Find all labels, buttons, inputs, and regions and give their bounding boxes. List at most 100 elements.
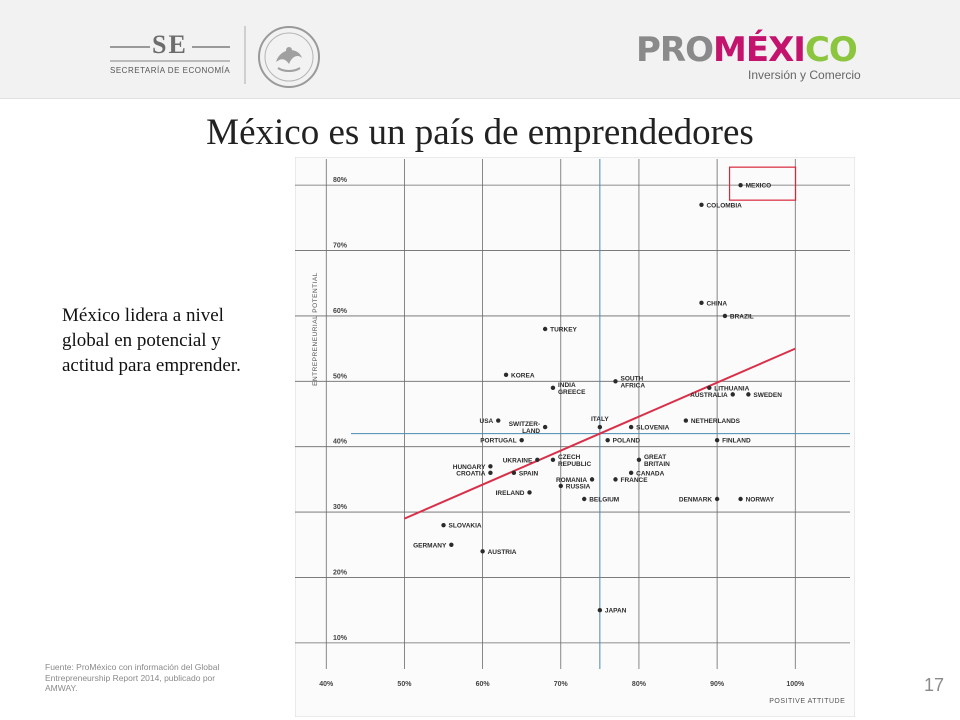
trend-line (404, 347, 796, 520)
data-point (496, 418, 501, 423)
data-point (605, 437, 610, 443)
page-number: 17 (923, 675, 944, 695)
data-point (527, 490, 532, 495)
point-label: SOUTH AFRICA (620, 375, 645, 389)
point-label: FINLAND (722, 438, 751, 445)
data-point (535, 457, 540, 462)
point-label: USA (480, 418, 494, 425)
point-label: LITHUANIA (714, 385, 749, 392)
point-label: AUSTRALIA (690, 392, 728, 399)
point-label: JAPAN (605, 608, 627, 615)
y-tick-label: 60% (333, 308, 348, 315)
data-point (707, 385, 712, 391)
point-label: INDIA GREECE (558, 382, 586, 396)
x-tick-label: 100% (786, 681, 805, 688)
data-point (558, 483, 563, 489)
promexico-logo: PROMÉXICO Inversión y Comercio (636, 30, 861, 88)
point-label: PORTUGAL (480, 438, 517, 445)
data-point (582, 496, 587, 502)
point-label: COLOMBIA (706, 202, 742, 209)
data-point (589, 477, 595, 482)
data-point (628, 424, 634, 430)
data-point (519, 437, 524, 443)
data-point (683, 418, 689, 423)
point-label-line: GREAT (644, 454, 666, 461)
promexico-wordmark-co: CO (804, 30, 858, 70)
logo-rule (110, 46, 150, 48)
data-point (488, 470, 493, 476)
point-label: KOREA (511, 372, 535, 379)
point-label: SWEDEN (753, 392, 782, 399)
point-label: SWITZER-LAND (509, 421, 541, 435)
data-point (738, 496, 743, 502)
point-label: SPAIN (519, 470, 539, 477)
y-tick-label: 20% (333, 569, 348, 576)
promexico-wordmark-pro: PRO (636, 30, 714, 70)
logo-rule (110, 60, 230, 62)
se-logo: SE SECRETARÍA DE ECONOMÍA (104, 30, 234, 86)
y-tick-label: 10% (333, 635, 348, 642)
y-tick-label: 30% (333, 504, 348, 511)
point-label: GREAT BRITAIN (644, 454, 670, 468)
y-tick-label: 80% (333, 177, 348, 184)
data-point (511, 470, 517, 476)
slide-title: México es un país de emprendedores (206, 112, 754, 153)
point-label: CROATIA (456, 470, 485, 477)
data-point (628, 470, 634, 476)
data-point (714, 437, 720, 443)
header-band: SE SECRETARÍA DE ECONOMÍA PROMÉXICO Inve… (0, 0, 960, 99)
data-point (480, 549, 485, 554)
point-label: NORWAY (746, 497, 775, 504)
scatter-chart: 10% 20% 30% 40% 50% 60% 70% 80% 40% 50% 60% 70% 80% 9… (295, 157, 855, 717)
x-tick-label: 40% (319, 681, 334, 688)
data-point (503, 372, 509, 377)
logo-divider (244, 26, 246, 84)
point-label: GERMANY (413, 542, 447, 549)
logo-rule (192, 46, 230, 48)
se-logo-subtitle: SECRETARÍA DE ECONOMÍA (110, 66, 231, 75)
x-tick-label: 50% (397, 681, 412, 688)
promexico-wordmark: PROMÉXICO (636, 30, 858, 70)
data-point (550, 385, 556, 391)
y-tick-label: 70% (333, 243, 348, 250)
data-point (542, 326, 548, 332)
point-label-line: SWITZER- (509, 421, 540, 428)
point-label: UKRAINE (503, 457, 533, 464)
y-axis-title: ENTREPRENEURIAL POTENTIAL (312, 272, 319, 386)
point-label: POLAND (613, 438, 641, 445)
data-point (441, 522, 446, 528)
point-label: ITALY (591, 416, 609, 423)
data-point (613, 477, 618, 482)
point-label-line: REPUBLIC (558, 461, 592, 468)
point-label-line: LAND (522, 428, 540, 435)
point-label-line: AFRICA (620, 382, 645, 389)
point-label: MEXICO (746, 183, 772, 190)
point-label: BRAZIL (730, 313, 754, 320)
promexico-tagline: Inversión y Comercio (748, 68, 861, 82)
point-label: ROMANIA (556, 477, 587, 484)
data-point (613, 379, 618, 384)
point-label-line: GREECE (558, 389, 586, 396)
point-label: TURKEY (550, 327, 577, 334)
data-point (488, 464, 493, 469)
point-label: CANADA (636, 470, 664, 477)
data-point (699, 300, 704, 306)
point-label-line: SOUTH (620, 375, 643, 382)
data-point (699, 202, 704, 207)
data-point (722, 313, 728, 319)
x-axis-title: POSITIVE ATTITUDE (769, 698, 845, 705)
point-label: BELGIUM (589, 497, 619, 504)
slide-caption: México lidera a nivel global en potencia… (62, 305, 241, 376)
chart-background (295, 157, 855, 717)
y-tick-label: 50% (333, 373, 348, 380)
point-label: IRELAND (496, 490, 525, 497)
data-point (597, 607, 603, 613)
national-seal-icon (258, 26, 320, 88)
data-point (746, 392, 751, 397)
point-label: CHINA (706, 300, 727, 307)
data-point (636, 457, 642, 462)
x-tick-label: 70% (554, 681, 569, 688)
x-tick-label: 80% (632, 681, 647, 688)
point-label-line: CZECH (558, 454, 581, 461)
data-point (730, 392, 735, 397)
